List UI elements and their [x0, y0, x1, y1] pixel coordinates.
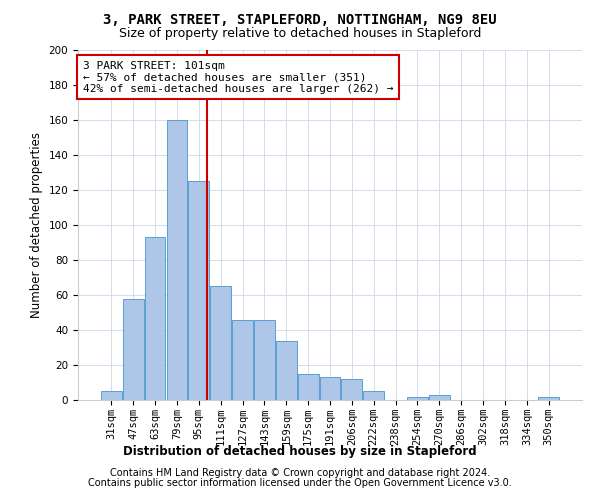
Bar [232, 320, 253, 400]
Bar [123, 298, 143, 400]
Bar [429, 395, 450, 400]
Text: 3 PARK STREET: 101sqm
← 57% of detached houses are smaller (351)
42% of semi-det: 3 PARK STREET: 101sqm ← 57% of detached … [83, 60, 394, 94]
Text: Contains HM Land Registry data © Crown copyright and database right 2024.: Contains HM Land Registry data © Crown c… [110, 468, 490, 477]
Bar [188, 181, 209, 400]
Bar [210, 286, 231, 400]
Text: Size of property relative to detached houses in Stapleford: Size of property relative to detached ho… [119, 28, 481, 40]
Bar [276, 340, 296, 400]
Bar [364, 391, 384, 400]
Text: 3, PARK STREET, STAPLEFORD, NOTTINGHAM, NG9 8EU: 3, PARK STREET, STAPLEFORD, NOTTINGHAM, … [103, 12, 497, 26]
Text: Distribution of detached houses by size in Stapleford: Distribution of detached houses by size … [123, 444, 477, 458]
Bar [298, 374, 319, 400]
Bar [407, 396, 428, 400]
Text: Contains public sector information licensed under the Open Government Licence v3: Contains public sector information licen… [88, 478, 512, 488]
Bar [254, 320, 275, 400]
Bar [167, 120, 187, 400]
Bar [538, 396, 559, 400]
Bar [101, 391, 122, 400]
Bar [320, 377, 340, 400]
Bar [145, 238, 166, 400]
Y-axis label: Number of detached properties: Number of detached properties [30, 132, 43, 318]
Bar [341, 379, 362, 400]
